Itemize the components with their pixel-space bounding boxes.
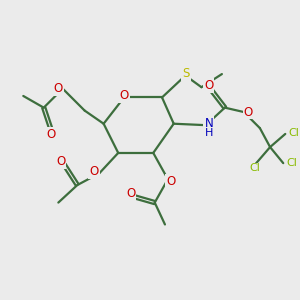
Text: O: O [56,154,65,168]
Text: O: O [244,106,253,118]
Text: S: S [182,67,190,80]
Text: Cl: Cl [250,164,260,173]
Text: O: O [46,128,56,141]
Text: Cl: Cl [289,128,299,138]
Text: O: O [126,187,135,200]
Text: O: O [204,79,213,92]
Text: O: O [166,175,176,188]
Text: O: O [119,89,129,103]
Text: O: O [89,165,99,178]
Text: Cl: Cl [286,158,297,168]
Text: N: N [204,117,213,130]
Text: O: O [54,82,63,95]
Text: H: H [205,128,213,138]
